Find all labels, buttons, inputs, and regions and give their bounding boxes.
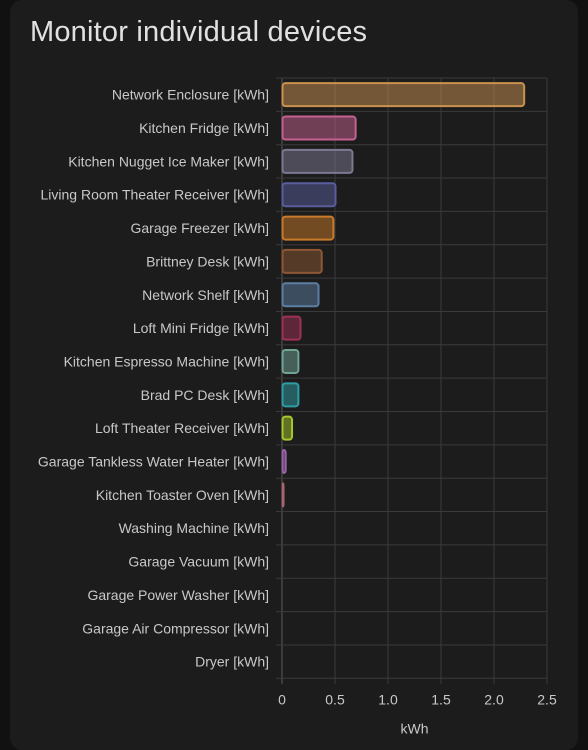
category-label: Garage Power Washer [kWh] <box>87 587 269 603</box>
bar[interactable] <box>281 449 287 475</box>
x-tick-label: 0 <box>278 691 286 707</box>
x-tick-label: 2.5 <box>537 691 557 707</box>
bar-chart: Network Enclosure [kWh] Kitchen Fridge [k… <box>38 77 557 736</box>
category-label: Loft Mini Fridge [kWh] <box>133 320 269 336</box>
category-label: Dryer [kWh] <box>195 654 269 670</box>
bar[interactable] <box>281 382 300 408</box>
x-tick-label: 1.5 <box>431 691 451 707</box>
bar[interactable] <box>281 415 294 441</box>
category-label: Garage Freezer [kWh] <box>131 220 270 236</box>
category-label: Kitchen Espresso Machine [kWh] <box>64 353 269 369</box>
bar[interactable] <box>281 482 285 508</box>
bar[interactable] <box>281 115 357 141</box>
category-label: Loft Theater Receiver [kWh] <box>95 420 269 436</box>
bar[interactable] <box>281 148 354 174</box>
x-tick-label: 2.0 <box>484 691 504 707</box>
category-label: Kitchen Nugget Ice Maker [kWh] <box>68 153 269 169</box>
category-label: Garage Vacuum [kWh] <box>128 554 269 570</box>
category-label: Network Enclosure [kWh] <box>112 87 269 103</box>
bar[interactable] <box>281 248 323 274</box>
bar[interactable] <box>281 282 320 308</box>
category-label: Kitchen Toaster Oven [kWh] <box>96 487 269 503</box>
card-title: Monitor individual devices <box>30 16 368 48</box>
x-tick-label: 0.5 <box>325 691 345 707</box>
category-label: Brad PC Desk [kWh] <box>141 387 269 403</box>
category-label: Living Room Theater Receiver [kWh] <box>41 187 270 203</box>
chart-card: Monitor individual devices Network Enclo… <box>10 0 578 750</box>
category-label: Garage Tankless Water Heater [kWh] <box>38 454 269 470</box>
category-label: Network Shelf [kWh] <box>142 287 269 303</box>
bar[interactable] <box>281 348 300 374</box>
category-label: Brittney Desk [kWh] <box>146 253 269 269</box>
category-label: Washing Machine [kWh] <box>119 520 269 536</box>
bar[interactable] <box>281 215 335 241</box>
bar[interactable] <box>281 315 302 341</box>
bar[interactable] <box>281 82 526 108</box>
category-label: Kitchen Fridge [kWh] <box>139 120 269 136</box>
category-label: Garage Air Compressor [kWh] <box>82 620 269 636</box>
x-tick-label: 1.0 <box>378 691 398 707</box>
bar[interactable] <box>281 182 337 208</box>
x-axis-label: kWh <box>401 720 429 736</box>
